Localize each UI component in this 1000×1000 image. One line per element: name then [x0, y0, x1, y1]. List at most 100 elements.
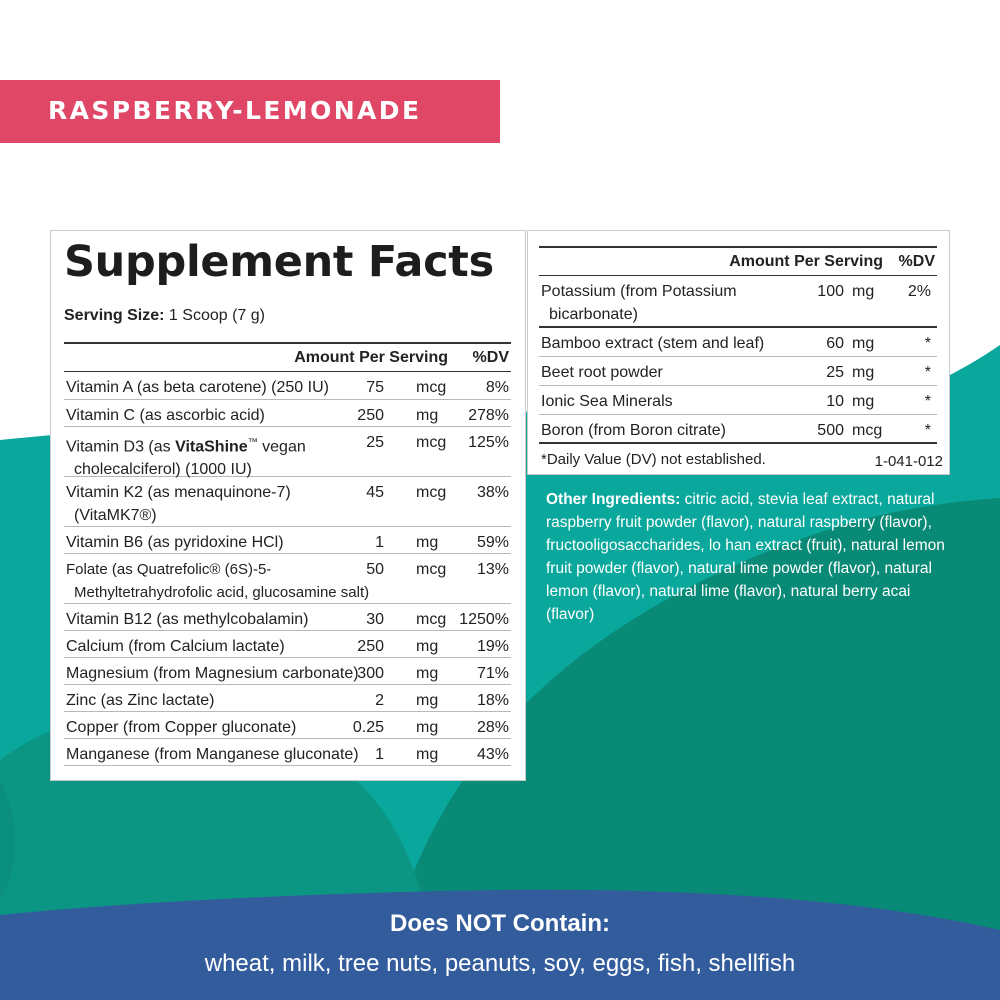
nutrient-dv: *: [924, 364, 931, 381]
name-line-2: (VitaMK7®): [74, 507, 157, 524]
table-row: Calcium (from Calcium lactate) 250 mg 19…: [64, 631, 511, 658]
nutrient-unit: mcg: [852, 422, 883, 439]
table-row: Vitamin C (as ascorbic acid) 250 mg 278%: [64, 400, 511, 427]
nutrient-unit: mg: [416, 534, 439, 551]
nutrient-dv: 38%: [476, 484, 509, 501]
other-ingredients: Other Ingredients: citric acid, stevia l…: [546, 488, 946, 626]
nutrient-dv: 13%: [476, 561, 509, 578]
name-line-2: bicarbonate): [549, 306, 638, 323]
nutrient-unit: mg: [416, 746, 439, 763]
nutrient-dv: 19%: [476, 638, 509, 655]
name-line-2: cholecalciferol) (1000 IU): [74, 461, 252, 479]
nutrient-dv: 71%: [476, 665, 509, 682]
nutrient-unit: mg: [852, 364, 875, 381]
nutrient-unit: mg: [416, 638, 439, 655]
supplement-facts-title: Supplement Facts: [64, 237, 494, 287]
teal-leaf-dark: [380, 498, 1000, 1000]
nutrient-dv: 28%: [476, 719, 509, 736]
table-row: Boron (from Boron citrate) 500 mcg *: [539, 415, 937, 444]
nutrient-amount: 30: [366, 611, 384, 628]
nutrient-unit: mg: [852, 335, 875, 352]
nutrient-table-continued: Amount Per Serving %DV Potassium (from P…: [539, 246, 937, 444]
flavor-label: RASPBERRY-LEMONADE: [48, 96, 422, 125]
nutrient-amount: 250: [357, 407, 384, 424]
supplement-facts-panel: Supplement Facts Serving Size: 1 Scoop (…: [50, 230, 526, 781]
name-part: vegan: [257, 438, 306, 456]
nutrient-dv: *: [924, 335, 931, 352]
nutrient-name: Magnesium (from Magnesium carbonate): [66, 665, 359, 682]
name-part: Folate (as Quatrefolic® (6S)-5-: [66, 561, 272, 578]
brand-name: VitaShine: [175, 438, 248, 456]
nutrient-dv: 1250%: [459, 611, 509, 628]
nutrient-name: Beet root powder: [541, 364, 663, 381]
nutrient-unit: mg: [416, 407, 439, 424]
table-row: Potassium (from Potassium bicarbonate) 10…: [539, 276, 937, 328]
nutrient-name: Bamboo extract (stem and leaf): [541, 335, 765, 352]
name-part: Vitamin D3 (as: [66, 438, 176, 456]
serving-size-value: 1 Scoop (7 g): [164, 307, 265, 324]
nutrient-amount: 45: [366, 484, 384, 501]
nutrient-name: Vitamin B12 (as methylcobalamin): [66, 611, 309, 628]
nutrient-dv: 43%: [476, 746, 509, 763]
nutrient-name: Calcium (from Calcium lactate): [66, 638, 285, 655]
nutrient-name: Vitamin D3 (as VitaShine™ vegan cholecalc…: [66, 431, 371, 481]
serving-size: Serving Size: 1 Scoop (7 g): [64, 307, 265, 325]
nutrient-name: Zinc (as Zinc lactate): [66, 692, 215, 709]
table-row: Beet root powder 25 mg *: [539, 357, 937, 386]
table-row: Magnesium (from Magnesium carbonate) 300…: [64, 658, 511, 685]
nutrient-dv: 8%: [485, 379, 509, 396]
header-amount: Amount Per Serving: [294, 349, 448, 366]
nutrient-name: Vitamin B6 (as pyridoxine HCl): [66, 534, 284, 551]
nutrient-name: Vitamin K2 (as menaquinone-7) (VitaMK7®): [66, 481, 371, 527]
table-row: Manganese (from Manganese gluconate) 1 m…: [64, 739, 511, 766]
table-header: Amount Per Serving %DV: [64, 342, 511, 372]
table-row: Vitamin D3 (as VitaShine™ vegan cholecalc…: [64, 427, 511, 478]
table-row: Copper (from Copper gluconate) 0.25 mg 2…: [64, 712, 511, 739]
does-not-contain-title: Does NOT Contain:: [390, 910, 610, 937]
nutrient-unit: mcg: [416, 611, 447, 628]
nutrient-amount: 2: [375, 692, 384, 709]
nutrient-unit: mcg: [416, 379, 447, 396]
table-row: Zinc (as Zinc lactate) 2 mg 18%: [64, 685, 511, 712]
nutrient-amount: 0.25: [352, 719, 384, 736]
nutrient-unit: mg: [852, 393, 875, 410]
product-code: 1-041-012: [874, 453, 943, 470]
nutrient-dv: 2%: [907, 283, 931, 300]
nutrient-unit: mg: [416, 692, 439, 709]
nutrient-name: Manganese (from Manganese gluconate): [66, 746, 359, 763]
allergen-list: wheat, milk, tree nuts, peanuts, soy, eg…: [204, 950, 796, 977]
nutrient-unit: mcg: [416, 434, 447, 451]
dv-footnote: *Daily Value (DV) not established.: [541, 451, 766, 468]
table-row: Vitamin B6 (as pyridoxine HCl) 1 mg 59%: [64, 527, 511, 554]
nutrient-amount: 60: [826, 335, 844, 352]
nutrient-amount: 250: [357, 638, 384, 655]
nutrient-amount: 25: [826, 364, 844, 381]
nutrient-dv: 125%: [468, 434, 509, 451]
nutrient-amount: 75: [366, 379, 384, 396]
nutrient-unit: mg: [416, 719, 439, 736]
table-row: Folate (as Quatrefolic® (6S)-5- Methyltet…: [64, 554, 511, 604]
table-row: Bamboo extract (stem and leaf) 60 mg *: [539, 328, 937, 357]
nutrient-amount: 1: [375, 746, 384, 763]
serving-size-label: Serving Size:: [64, 307, 165, 324]
table-row: Ionic Sea Minerals 10 mg *: [539, 386, 937, 415]
supplement-facts-continued-panel: Amount Per Serving %DV Potassium (from P…: [527, 230, 950, 475]
nutrient-unit: mcg: [416, 484, 447, 501]
name-part: Potassium (from Potassium: [541, 283, 737, 300]
table-row: Vitamin A (as beta carotene) (250 IU) 75…: [64, 372, 511, 400]
other-ingredients-label: Other Ingredients:: [546, 491, 681, 508]
trademark-mark: ™: [247, 437, 258, 448]
header-dv: %DV: [898, 253, 935, 270]
other-ingredients-text: citric acid, stevia leaf extract, natura…: [546, 491, 945, 623]
nutrient-name: Vitamin A (as beta carotene) (250 IU): [66, 379, 329, 396]
table-row: Vitamin B12 (as methylcobalamin) 30 mcg …: [64, 604, 511, 631]
flavor-banner: RASPBERRY-LEMONADE: [0, 80, 500, 143]
nutrient-dv: 18%: [476, 692, 509, 709]
nutrient-dv: 59%: [476, 534, 509, 551]
table-header: Amount Per Serving %DV: [539, 246, 937, 276]
nutrient-amount: 25: [366, 434, 384, 451]
nutrient-dv: *: [924, 422, 931, 439]
name-part: Vitamin K2 (as menaquinone-7): [66, 484, 291, 501]
nutrient-amount: 100: [817, 283, 844, 300]
nutrient-amount: 300: [357, 665, 384, 682]
